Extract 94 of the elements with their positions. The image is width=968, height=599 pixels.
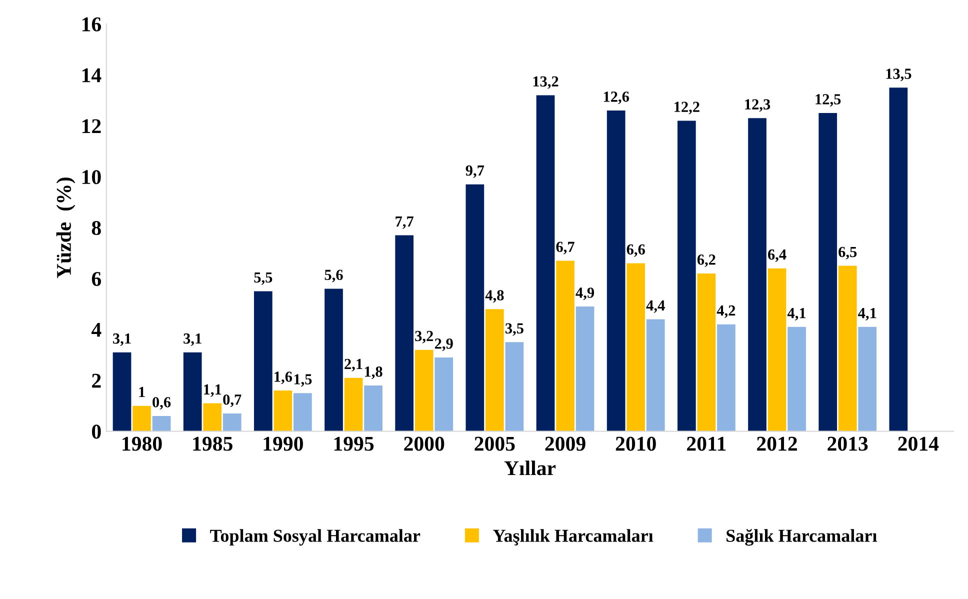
y-tick-label: 16 (82, 17, 102, 32)
y-tick-label: 8 (92, 220, 101, 236)
bar (414, 350, 434, 432)
bar (646, 319, 665, 432)
data-label: 2,1 (344, 358, 362, 372)
data-label: 3,1 (113, 333, 131, 346)
bar (324, 288, 343, 432)
x-tick-label: 1980 (122, 436, 162, 451)
bar (576, 306, 594, 432)
data-label: 13,2 (533, 76, 558, 89)
legend-label: Yaşlılık Harcamaları (493, 529, 654, 546)
data-label: 12,6 (604, 92, 630, 104)
y-tick-label: 6 (92, 272, 102, 286)
data-label: 2,9 (434, 338, 453, 352)
bar (274, 390, 292, 432)
bar (818, 113, 838, 432)
legend-label: Toplam Sosyal Harcamalar (210, 529, 420, 546)
x-tick-label: 2009 (545, 436, 586, 451)
data-label: 3,5 (505, 323, 524, 336)
data-label: 12,5 (816, 94, 841, 107)
data-label: 6,2 (697, 254, 716, 267)
data-label: 6,7 (556, 242, 574, 254)
bar (606, 110, 626, 432)
bar (203, 403, 222, 432)
bar (536, 95, 555, 432)
bar (132, 406, 151, 432)
x-tick-label: 2010 (616, 436, 656, 451)
bar (466, 184, 484, 432)
x-tick-label: 2000 (404, 436, 444, 451)
bar (364, 385, 382, 432)
data-label: 4,8 (485, 290, 504, 303)
data-label: 3,1 (184, 333, 202, 346)
data-label: 9,7 (466, 165, 484, 178)
bar (838, 266, 857, 432)
data-label: 1,6 (274, 372, 292, 384)
data-label: 6,4 (768, 249, 786, 262)
data-label: 4,1 (858, 308, 876, 320)
x-tick-label: 1985 (193, 436, 232, 451)
bar (294, 393, 312, 432)
data-label: 5,6 (324, 270, 343, 282)
data-label: 4,9 (576, 288, 594, 300)
data-label: 5,5 (254, 272, 272, 285)
bar (717, 324, 736, 432)
bar (486, 309, 504, 432)
data-label: 4,2 (716, 305, 736, 318)
data-label: 7,7 (396, 216, 414, 229)
data-label: 12,3 (745, 99, 770, 112)
data-label: 3,2 (415, 330, 433, 344)
y-axis-title: Yüzde (%) (56, 178, 76, 278)
data-label: 1,8 (364, 366, 382, 380)
bar (395, 235, 414, 432)
data-label: 1,5 (294, 374, 312, 387)
bar (858, 326, 877, 432)
data-label: 13,5 (886, 68, 912, 82)
data-label: 4,1 (787, 308, 806, 320)
bar (112, 352, 132, 432)
bar (254, 291, 272, 432)
bar (748, 118, 766, 432)
x-tick-label: 2011 (687, 436, 726, 451)
data-label: 1 (139, 386, 145, 398)
y-tick-label: 4 (91, 322, 102, 337)
x-tick-label: 2005 (474, 436, 515, 451)
bar (768, 268, 786, 432)
legend-label: Sağlık Harcamaları (726, 528, 877, 546)
bar (788, 326, 806, 432)
y-tick-label: 2 (92, 374, 101, 388)
bar (889, 88, 908, 432)
bar (222, 413, 242, 432)
x-axis-title: Yıllar (504, 460, 556, 476)
x-tick-label: 1990 (264, 436, 303, 451)
y-tick-label: 0 (92, 424, 101, 439)
bar (434, 357, 454, 432)
bar (678, 120, 696, 432)
x-tick-label: 2013 (828, 436, 868, 451)
data-label: 0,6 (152, 397, 171, 410)
bar (344, 378, 363, 432)
bar (152, 416, 171, 432)
y-tick-label: 10 (82, 170, 101, 184)
bar (697, 273, 716, 432)
bar (505, 342, 524, 432)
data-label: 6,6 (626, 244, 645, 257)
bar (183, 352, 202, 432)
y-tick-label: 14 (82, 68, 102, 82)
data-label: 0,7 (223, 394, 242, 408)
x-tick-label: 2014 (898, 436, 939, 451)
bar (556, 260, 574, 432)
data-label: 1,1 (204, 384, 222, 397)
data-label: 12,2 (674, 102, 700, 114)
x-tick-label: 1995 (334, 436, 374, 451)
y-tick-label: 12 (82, 119, 101, 134)
x-tick-label: 2012 (757, 436, 797, 451)
data-label: 6,5 (838, 246, 857, 260)
data-label: 4,4 (646, 300, 665, 313)
bar (626, 263, 646, 432)
